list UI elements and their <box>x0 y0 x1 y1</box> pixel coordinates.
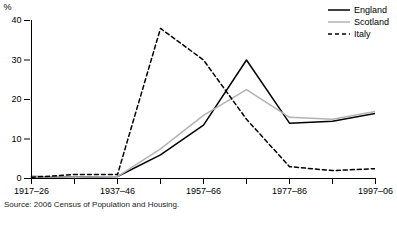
svg-text:40: 40 <box>11 15 21 25</box>
svg-text:1997–06: 1997–06 <box>358 186 393 196</box>
svg-text:20: 20 <box>11 94 21 104</box>
svg-text:1957–66: 1957–66 <box>186 186 221 196</box>
html-text:Italy: Italy <box>354 29 371 39</box>
svg-text:0: 0 <box>16 173 21 183</box>
html-text:Source: 2006 Census of Populat: Source: 2006 Census of Population and Ho… <box>4 200 180 209</box>
svg-text:1917–26: 1917–26 <box>14 186 49 196</box>
html-text:England: England <box>354 5 387 15</box>
html-text:Scotland: Scotland <box>354 17 389 27</box>
svg-text:30: 30 <box>11 55 21 65</box>
svg-text:1937–46: 1937–46 <box>100 186 135 196</box>
svg-text:1977–86: 1977–86 <box>272 186 307 196</box>
svg-text:10: 10 <box>11 134 21 144</box>
svg-text:%: % <box>4 2 12 12</box>
